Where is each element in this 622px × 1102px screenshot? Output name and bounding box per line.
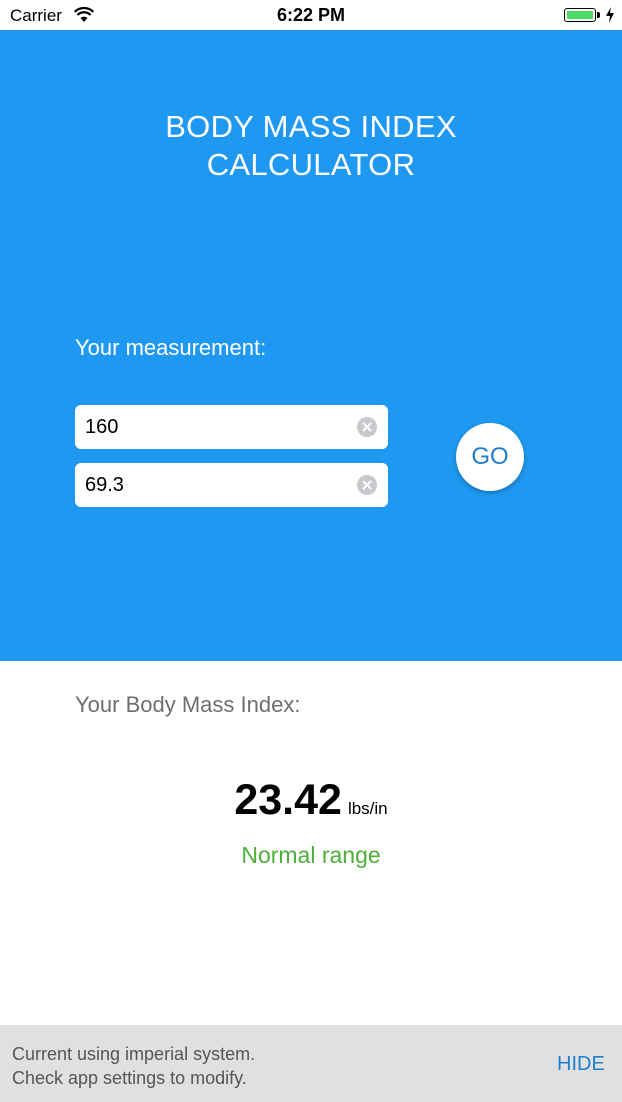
weight-input[interactable]: [85, 405, 345, 449]
battery-icon: [564, 8, 596, 22]
height-input[interactable]: [85, 463, 345, 507]
calculator-panel: BODY MASS INDEX CALCULATOR Your measurem…: [0, 30, 622, 661]
bmi-unit: lbs/in: [347, 799, 388, 818]
charging-bolt-icon: [605, 7, 615, 23]
measurement-label: Your measurement:: [75, 335, 267, 360]
go-button[interactable]: GO: [456, 423, 524, 491]
bmi-value: 23.42: [234, 776, 342, 824]
app-title: BODY MASS INDEX CALCULATOR: [0, 108, 622, 184]
weight-field[interactable]: [75, 405, 388, 449]
hide-button[interactable]: HIDE: [557, 1053, 605, 1075]
app-title-line-1: BODY MASS INDEX: [165, 109, 457, 144]
status-bar: Carrier 6:22 PM: [0, 0, 622, 30]
clear-circle-icon[interactable]: [357, 475, 377, 495]
app-title-line-2: CALCULATOR: [206, 147, 416, 182]
units-notice-bar: Current using imperial system. Check app…: [0, 1025, 622, 1102]
carrier-label: Carrier: [10, 6, 62, 25]
result-label: Your Body Mass Index:: [75, 692, 301, 717]
wifi-icon: [74, 6, 94, 23]
clear-circle-icon[interactable]: [357, 417, 377, 437]
notice-line-2: Check app settings to modify.: [12, 1068, 247, 1088]
notice-line-1: Current using imperial system.: [12, 1044, 256, 1064]
bmi-category: Normal range: [241, 842, 381, 868]
status-time: 6:22 PM: [276, 5, 346, 25]
bmi-result: 23.42 lbs/in: [0, 776, 622, 825]
height-field[interactable]: [75, 463, 388, 507]
